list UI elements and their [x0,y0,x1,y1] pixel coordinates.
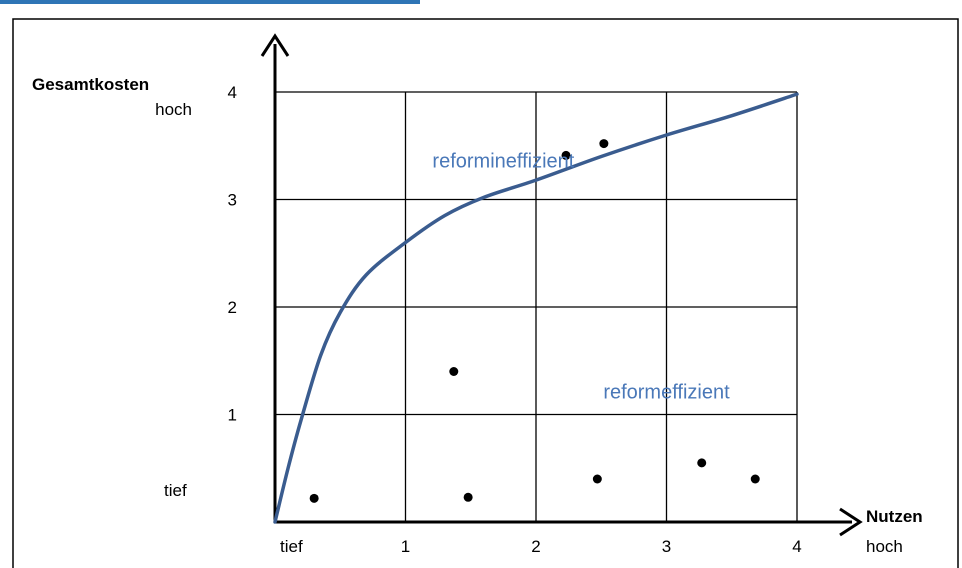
data-point [561,150,571,160]
x-tick-label: 1 [401,537,410,556]
data-point [449,367,459,376]
x-axis-label: Nutzen [866,507,923,526]
x-axis-sub-label: hoch [866,537,903,556]
y-tick-label: 3 [228,191,237,210]
y-axis-sub-label: hoch [155,100,192,119]
y-tick-label: 1 [228,406,237,425]
data-point [750,474,760,484]
y-axis-label: Gesamtkosten [32,75,149,94]
figure-frame [12,18,959,568]
y-tick-label: 4 [228,83,237,102]
x-tick-label: 3 [662,537,671,556]
data-point [592,474,602,484]
cropped-caption-strip [0,0,420,4]
x-tick-label: 2 [531,537,540,556]
y-tick-label: 2 [228,298,237,317]
annotation-reformineffizient: reformineffizient [432,150,574,172]
annotation-reformeffizient: reformeffizient [603,381,730,403]
x-axis-low-label: tief [280,537,303,556]
data-point [463,492,473,502]
y-axis-low-label: tief [164,481,187,500]
x-tick-label: 4 [792,537,801,556]
data-point [599,139,609,149]
grid [275,91,798,522]
y-axis-arrow [260,33,290,57]
data-points [309,139,760,503]
data-point [309,493,319,503]
efficiency-frontier-curve [273,92,799,524]
x-axis-arrow [839,507,863,537]
data-point [697,458,707,468]
tick-labels: 1 2 3 4 1 2 3 4 [228,83,802,556]
